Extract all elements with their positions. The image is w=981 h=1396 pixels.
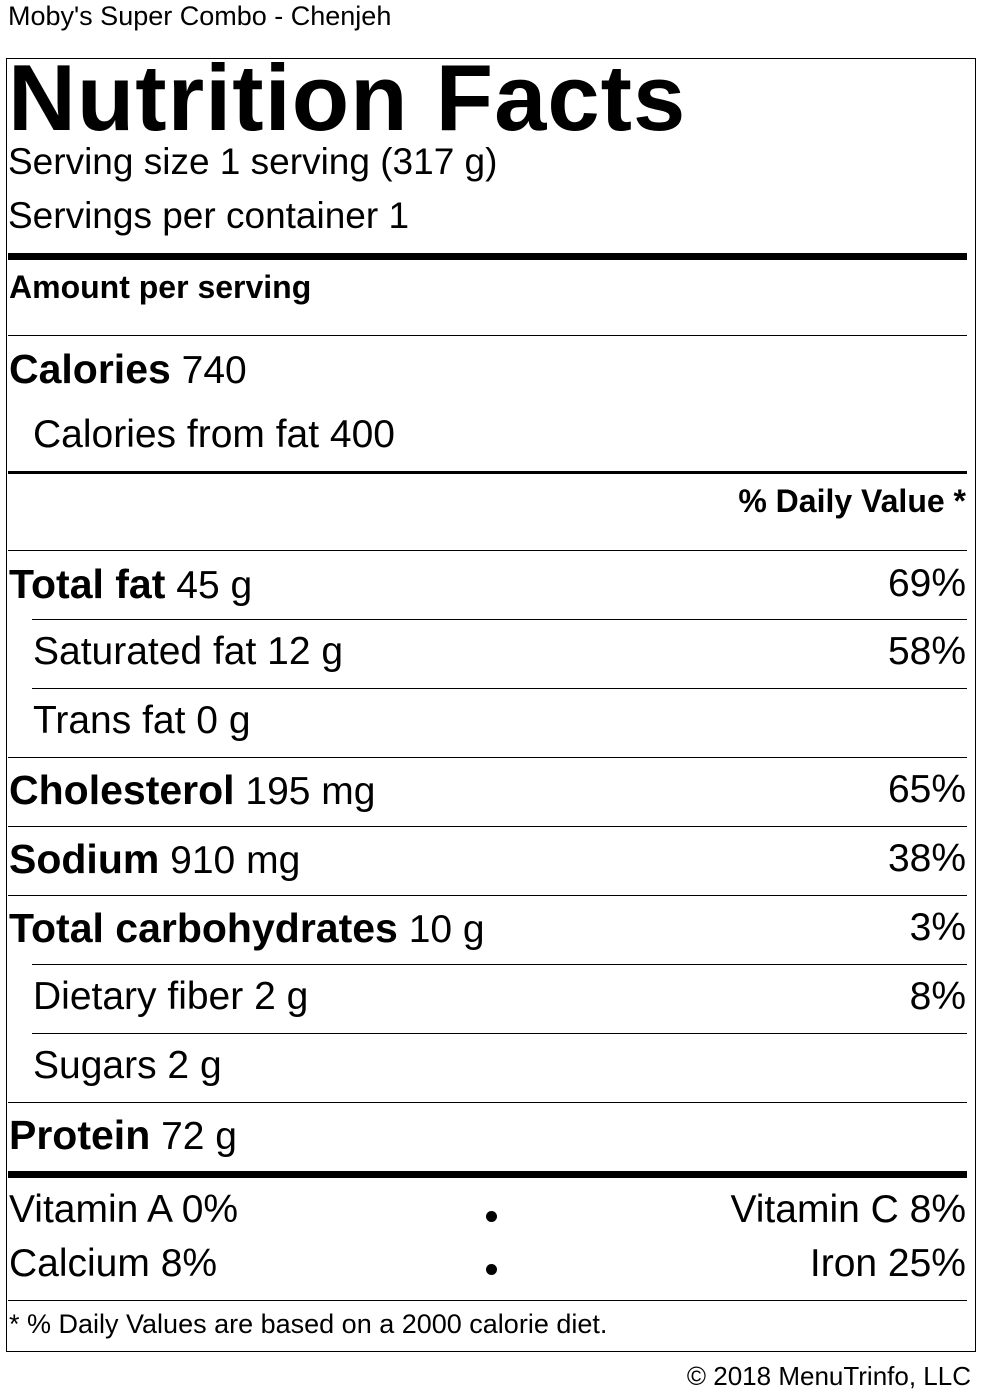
nutrient-amount: 10 g xyxy=(408,908,485,951)
divider xyxy=(8,757,967,758)
calories-value: 740 xyxy=(181,349,247,392)
nutrient-amount: 72 g xyxy=(161,1115,237,1158)
nutrient-row-saturated-fat: Saturated fat 12 g xyxy=(33,629,343,675)
product-name: Moby's Super Combo - Chenjeh xyxy=(8,1,392,31)
nutrient-amount: 0 g xyxy=(196,699,251,742)
divider xyxy=(8,895,967,896)
nutrient-row-trans-fat: Trans fat 0 g xyxy=(33,698,251,744)
nutrient-name: Protein xyxy=(9,1112,151,1158)
divider xyxy=(8,826,967,827)
copyright: © 2018 MenuTrinfo, LLC xyxy=(686,1361,971,1391)
nutrient-row-protein: Protein 72 g xyxy=(9,1112,237,1160)
divider xyxy=(8,550,967,551)
bullet-icon xyxy=(486,1211,497,1222)
daily-value-header: % Daily Value * xyxy=(738,483,966,519)
nutrient-row-total-carbohydrates: Total carbohydrates 10 g xyxy=(9,905,485,953)
nutrient-amount: 2 g xyxy=(167,1044,222,1087)
vitamin-c: Vitamin C 8% xyxy=(730,1188,966,1231)
nutrient-name: Trans fat xyxy=(33,699,186,742)
nutrient-name: Total fat xyxy=(9,561,166,607)
nutrient-name: Dietary fiber xyxy=(33,975,244,1018)
nutrient-amount: 45 g xyxy=(176,564,253,607)
nutrient-dv: 69% xyxy=(887,562,966,605)
nutrient-amount: 195 mg xyxy=(245,770,376,813)
serving-size: Serving size 1 serving (317 g) xyxy=(8,141,498,182)
amount-per-serving: Amount per serving xyxy=(9,269,312,305)
divider xyxy=(32,1033,967,1034)
nutrient-amount: 2 g xyxy=(254,975,309,1018)
calories-row: Calories 740 xyxy=(9,346,247,394)
nutrition-label-panel xyxy=(6,58,976,1352)
label-title: Nutrition Facts xyxy=(8,45,687,150)
nutrient-row-total-fat: Total fat 45 g xyxy=(9,561,252,609)
nutrient-dv: 38% xyxy=(887,837,966,880)
divider xyxy=(32,964,967,965)
vitamin-a: Vitamin A 0% xyxy=(9,1188,239,1231)
nutrient-dv: 58% xyxy=(887,630,966,673)
servings-per-container: Servings per container 1 xyxy=(8,195,410,236)
thick-divider xyxy=(8,1171,967,1178)
nutrient-name: Sodium xyxy=(9,836,160,882)
divider xyxy=(32,688,967,689)
iron: Iron 25% xyxy=(809,1242,966,1285)
nutrient-amount: 910 mg xyxy=(170,839,301,882)
nutrient-name: Saturated fat xyxy=(33,630,257,673)
nutrient-row-dietary-fiber: Dietary fiber 2 g xyxy=(33,974,308,1020)
nutrient-name: Sugars xyxy=(33,1044,157,1087)
calories-from-fat: Calories from fat 400 xyxy=(33,413,395,456)
nutrient-amount: 12 g xyxy=(267,630,344,673)
bullet-icon xyxy=(486,1264,497,1275)
divider xyxy=(8,335,967,336)
footnote: * % Daily Values are based on a 2000 cal… xyxy=(9,1309,608,1339)
nutrient-row-sodium: Sodium 910 mg xyxy=(9,836,300,884)
medium-divider xyxy=(8,471,967,474)
thick-divider xyxy=(8,253,967,260)
divider xyxy=(8,1300,967,1301)
divider xyxy=(32,619,967,620)
nutrient-dv: 3% xyxy=(909,906,966,949)
nutrient-row-sugars: Sugars 2 g xyxy=(33,1043,222,1089)
divider xyxy=(8,1102,967,1103)
nutrient-name: Cholesterol xyxy=(9,767,235,813)
calories-label: Calories xyxy=(9,346,171,392)
nutrient-name: Total carbohydrates xyxy=(9,905,398,951)
calcium: Calcium 8% xyxy=(9,1242,218,1285)
nutrient-row-cholesterol: Cholesterol 195 mg xyxy=(9,767,375,815)
nutrient-dv: 8% xyxy=(909,975,966,1018)
nutrient-dv: 65% xyxy=(887,768,966,811)
